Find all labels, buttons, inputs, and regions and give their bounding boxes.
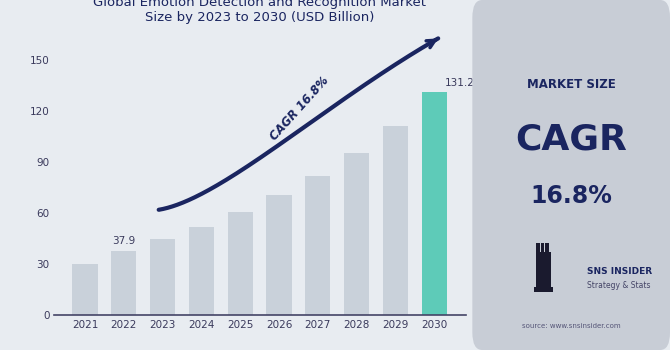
Text: 37.9: 37.9 [112, 237, 135, 246]
Bar [383, 126, 408, 315]
Text: Strategy & Stats: Strategy & Stats [587, 281, 651, 290]
Bar [533, 287, 553, 292]
Title: Global Emotion Detection and Recognition Market
Size by 2023 to 2030 (USD Billio: Global Emotion Detection and Recognition… [93, 0, 426, 24]
Bar [545, 243, 549, 252]
Text: CAGR: CAGR [515, 123, 627, 157]
Text: MARKET SIZE: MARKET SIZE [527, 77, 616, 91]
Bar [535, 252, 551, 287]
Bar [150, 239, 175, 315]
Bar [189, 227, 214, 315]
FancyBboxPatch shape [472, 0, 670, 350]
Text: SNS INSIDER: SNS INSIDER [587, 267, 652, 276]
Bar [111, 251, 137, 315]
Bar [421, 92, 447, 315]
Bar [306, 176, 330, 315]
Bar [535, 243, 539, 252]
Text: 16.8%: 16.8% [530, 184, 612, 208]
Text: source: www.snsinsider.com: source: www.snsinsider.com [522, 322, 620, 329]
Bar [72, 264, 98, 315]
Bar [267, 195, 291, 315]
Bar [541, 243, 545, 252]
Bar [228, 212, 253, 315]
Text: 131.2(BN): 131.2(BN) [445, 77, 498, 87]
Bar [344, 153, 369, 315]
Text: CAGR 16.8%: CAGR 16.8% [267, 74, 332, 143]
